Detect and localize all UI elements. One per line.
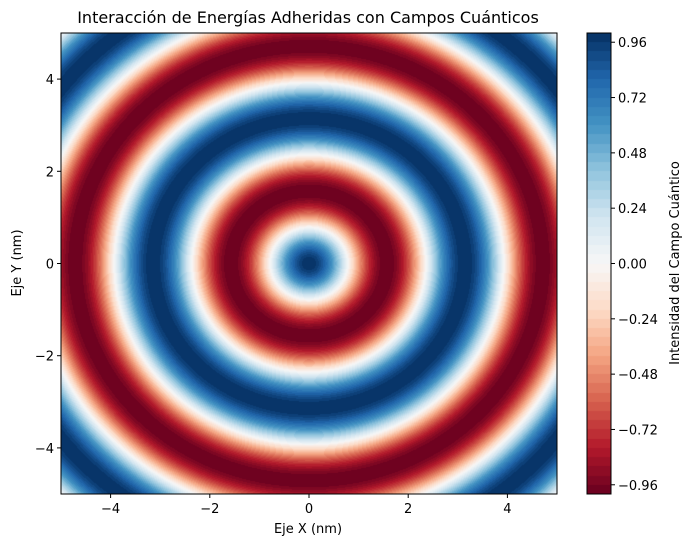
colorbar-gradient: [587, 33, 611, 494]
colorbar-tick-label: −0.48: [618, 368, 658, 383]
x-axis-title: Eje X (nm): [274, 522, 342, 537]
y-tick-label: −2: [35, 350, 54, 365]
chart-title: Interacción de Energías Adheridas con Ca…: [77, 8, 539, 27]
colorbar-tick-label: −0.72: [618, 423, 658, 438]
heatmap-image: [61, 33, 557, 494]
y-tick-label: −4: [35, 442, 54, 457]
x-tick-label: −4: [101, 502, 120, 517]
x-axis: −4 −2 0 2 4: [101, 494, 512, 517]
x-tick-label: −2: [200, 502, 219, 517]
y-tick-label: 4: [46, 73, 54, 88]
plot-area: [60, 32, 558, 495]
colorbar-tick-label: −0.96: [618, 479, 658, 494]
colorbar-tick-label: 0.00: [618, 258, 647, 273]
y-tick-label: 0: [46, 258, 54, 273]
colorbar-tick-label: 0.24: [618, 202, 647, 217]
x-tick-label: 0: [305, 502, 313, 517]
colorbar-tick-label: 0.48: [618, 147, 647, 162]
colorbar-label: Intensidad del Campo Cuántico: [668, 161, 683, 365]
colorbar-tick-label: 0.96: [618, 36, 647, 51]
y-axis-title: Eje Y (nm): [10, 229, 25, 296]
x-tick-label: 4: [503, 502, 511, 517]
y-tick-label: 2: [46, 165, 54, 180]
y-axis: −4 −2 0 2 4: [35, 73, 61, 457]
colorbar-tick-label: 0.72: [618, 92, 647, 107]
colorbar: 0.96 0.72 0.48 0.24 0.00 −0.24 −0.48 −0.72 −0.96…: [586, 32, 683, 495]
x-tick-label: 2: [404, 502, 412, 517]
colorbar-tick-label: −0.24: [618, 313, 658, 328]
colorbar-ticks: 0.96 0.72 0.48 0.24 0.00 −0.24 −0.48 −0.72 −0.96: [611, 36, 658, 494]
